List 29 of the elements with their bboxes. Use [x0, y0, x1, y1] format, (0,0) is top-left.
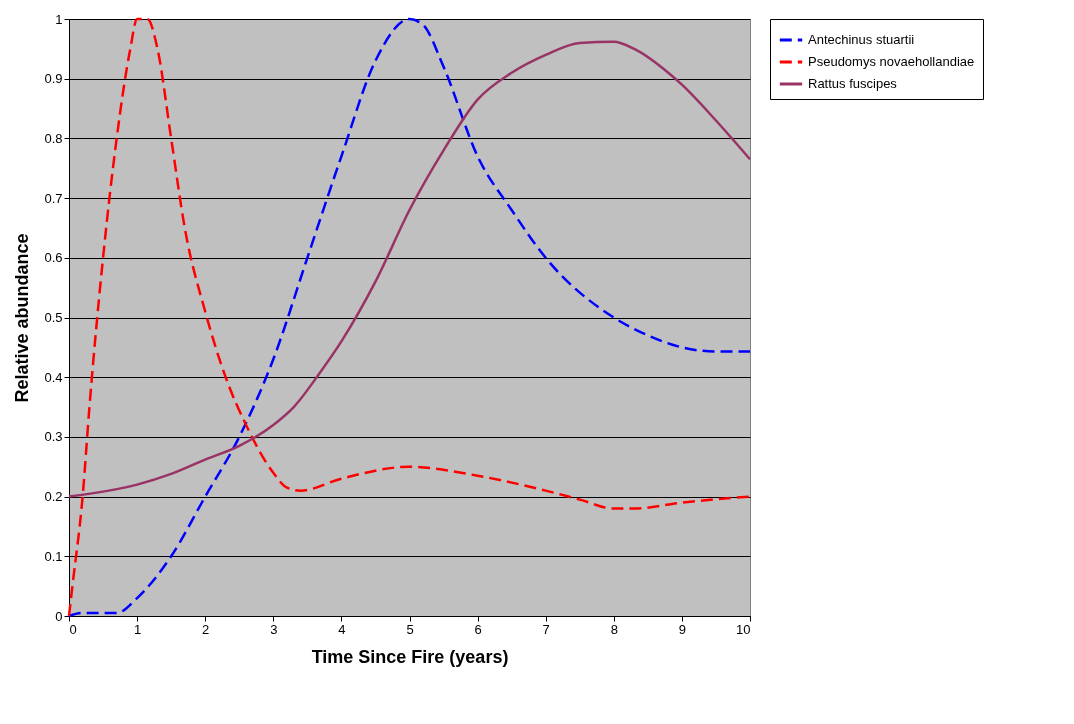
y-tick-label: 0.1 [44, 548, 63, 564]
y-tick-label: 0.5 [44, 310, 63, 325]
y-tick-label: 0.4 [44, 369, 63, 385]
line-series [67, 17, 752, 618]
x-tick-label: 4 [338, 621, 346, 637]
x-tick-label: 5 [406, 621, 414, 637]
x-tick-label: 3 [270, 621, 278, 637]
y-tick-label: 0.2 [44, 489, 63, 505]
x-tick-label: 8 [610, 621, 618, 637]
x-tick-label: 9 [678, 621, 687, 637]
x-tick-label: 10 [736, 621, 751, 637]
y-axis-title: Relative abundance [12, 233, 33, 403]
y-tick-label: 0.7 [44, 190, 63, 206]
x-tick-label: 2 [202, 621, 210, 637]
legend-label: Antechinus stuartii [808, 32, 915, 47]
y-tick-label: 0.6 [44, 250, 63, 266]
y-tick-label: 0 [55, 608, 63, 624]
y-tick-label: 0.9 [44, 71, 63, 87]
x-tick-label: 6 [474, 621, 482, 637]
x-tick-label: 1 [133, 621, 142, 637]
x-tick-label: 7 [542, 621, 550, 637]
y-tick-label: 0.8 [44, 130, 63, 146]
line-series [67, 40, 752, 498]
legend-label: Pseudomys novaehollandiae [808, 54, 975, 69]
legend-label: Rattus fuscipes [808, 76, 898, 91]
x-axis-title: Time Since Fire (years) [311, 646, 509, 667]
y-tick-label: 0.3 [44, 429, 63, 445]
x-tick-label: 0 [69, 621, 77, 637]
y-tick-label: 1 [55, 11, 63, 27]
